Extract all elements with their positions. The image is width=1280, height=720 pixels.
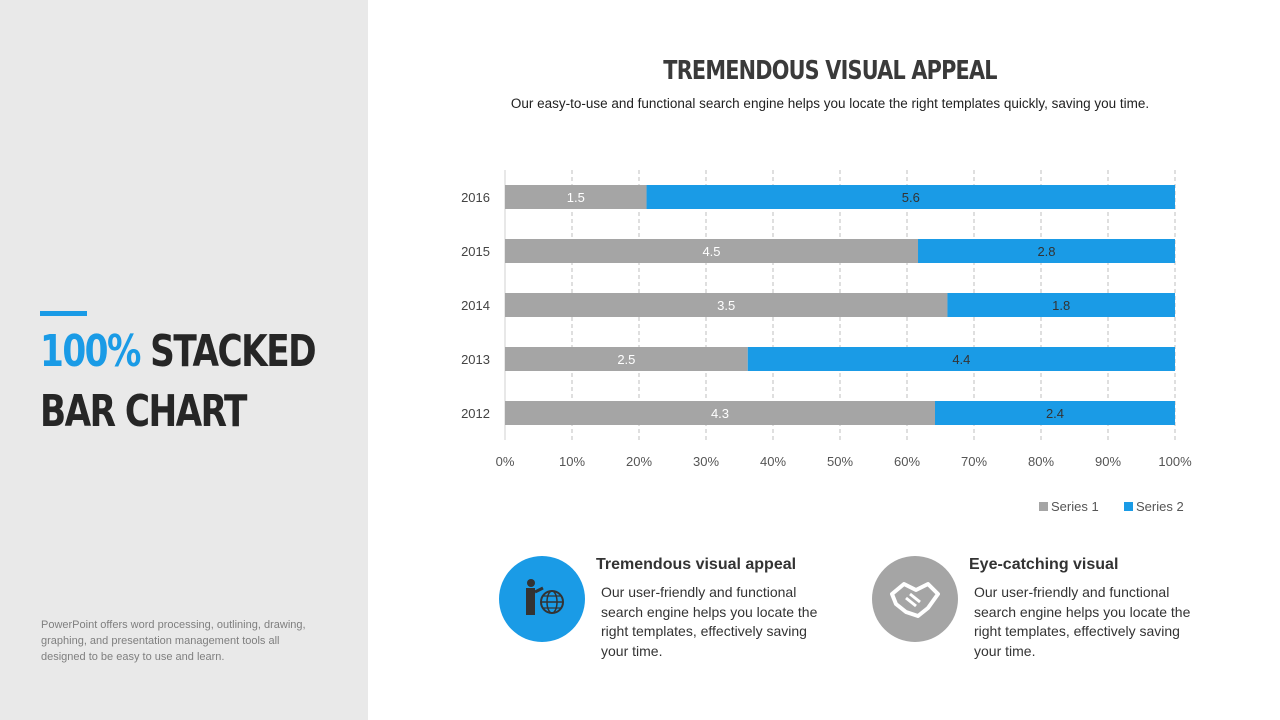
x-tick-label: 40% (760, 454, 786, 469)
bar-segment (646, 185, 1175, 209)
accent-bar (40, 311, 87, 316)
x-tick-label: 70% (961, 454, 987, 469)
legend-swatch (1039, 502, 1048, 511)
title-line2: BAR CHART (40, 386, 247, 437)
data-label: 1.8 (1052, 298, 1070, 313)
data-label: 2.4 (1046, 406, 1064, 421)
data-label: 4.5 (702, 244, 720, 259)
x-tick-label: 50% (827, 454, 853, 469)
data-label: 5.6 (902, 190, 920, 205)
slide-title: 100% STACKED BAR CHART (40, 322, 317, 442)
bar-segment (505, 239, 919, 263)
bar-segment (747, 347, 1175, 371)
x-tick-label: 10% (559, 454, 585, 469)
legend-label: Series 2 (1136, 499, 1184, 514)
bar-segment (505, 293, 948, 317)
footnote: PowerPoint offers word processing, outli… (41, 619, 306, 663)
y-tick-label: 2013 (461, 352, 490, 367)
legend-swatch (1124, 502, 1133, 511)
data-label: 1.5 (567, 190, 585, 205)
data-label: 2.5 (617, 352, 635, 367)
handshake-icon (872, 556, 958, 642)
x-tick-label: 80% (1028, 454, 1054, 469)
x-tick-label: 90% (1095, 454, 1121, 469)
bar-segment (935, 401, 1175, 425)
x-tick-label: 60% (894, 454, 920, 469)
x-tick-label: 20% (626, 454, 652, 469)
feature-title: Tremendous visual appeal (596, 556, 797, 573)
y-tick-label: 2012 (461, 406, 490, 421)
left-panel (0, 0, 368, 720)
bar-segment (505, 347, 748, 371)
data-label: 4.3 (711, 406, 729, 421)
chart-subtitle: Our easy-to-use and functional search en… (510, 96, 1150, 111)
data-label: 2.8 (1037, 244, 1055, 259)
feature-text: Our user-friendly and functional search … (601, 584, 818, 659)
data-label: 3.5 (717, 298, 735, 313)
legend-label: Series 1 (1051, 499, 1099, 514)
feature-text: Our user-friendly and functional search … (974, 584, 1191, 659)
bar-segment (505, 185, 647, 209)
bar-segment (918, 239, 1175, 263)
bar-segment (505, 401, 935, 425)
y-tick-label: 2015 (461, 244, 490, 259)
feature-title: Eye-catching visual (969, 556, 1119, 573)
bar-segment (947, 293, 1175, 317)
title-highlight: 100% (40, 326, 141, 377)
y-tick-label: 2016 (461, 190, 490, 205)
data-label: 4.4 (952, 352, 970, 367)
chart-heading: TREMENDOUS VISUAL APPEAL (663, 56, 997, 86)
x-tick-label: 30% (693, 454, 719, 469)
x-tick-label: 100% (1158, 454, 1192, 469)
presenter-globe-icon (499, 556, 585, 642)
x-tick-label: 0% (496, 454, 515, 469)
title-rest: STACKED (150, 326, 316, 377)
y-tick-label: 2014 (461, 298, 490, 313)
